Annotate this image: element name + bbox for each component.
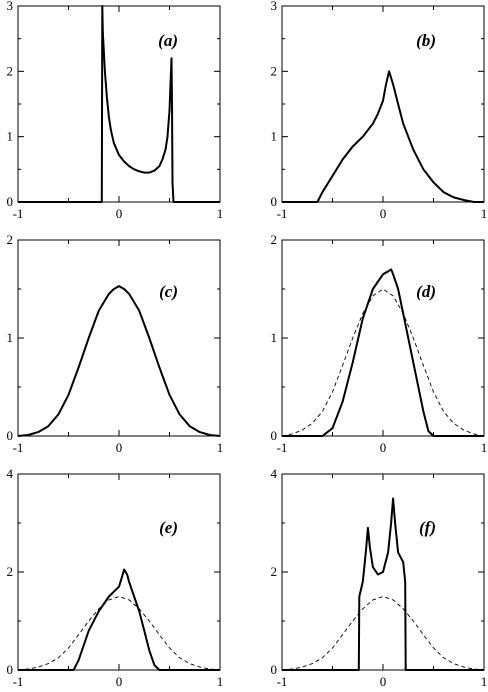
panel-e-frame	[17, 473, 221, 671]
panel-d-solid-curve	[282, 268, 484, 437]
panel-b-x-tick-label: 1	[481, 206, 488, 221]
panel-c-y-tick-label: 0	[7, 428, 14, 443]
panel-c-x-tick-label: 1	[217, 440, 224, 455]
panel-e-x-tick-label: 0	[116, 674, 123, 689]
panel-b-y-tick-label: 2	[271, 63, 278, 78]
panel-d-label: (d)	[416, 282, 436, 301]
panel-a-x-tick-label: 1	[217, 206, 224, 221]
panel-f-x-tick-label: -1	[277, 674, 288, 689]
panel-a-label: (a)	[158, 31, 178, 50]
panel-e-dashed-curve	[17, 596, 221, 671]
panel-e-solid-curve	[18, 568, 220, 671]
panel-e-y-tick-label: 4	[7, 466, 14, 481]
panel-e-x-tick-label: 1	[217, 674, 224, 689]
panel-a-x-tick-label: -1	[13, 206, 24, 221]
panel-a-y-tick-label: 0	[7, 194, 14, 209]
panel-f-y-tick-label: 4	[271, 466, 278, 481]
panel-c-x-tick-label: -1	[13, 440, 24, 455]
panel-d-y-tick-label: 0	[271, 428, 278, 443]
panel-e-y-tick-label: 2	[7, 564, 14, 579]
panel-b-y-tick-label: 1	[271, 129, 278, 144]
panel-e-y-tick-label: 0	[7, 662, 14, 677]
panel-b-label: (b)	[416, 31, 436, 50]
panel-b-solid-curve	[282, 70, 484, 203]
panel-b-y-tick-label: 3	[271, 0, 278, 13]
panel-a-solid-curve	[18, 5, 220, 203]
panel-c-x-tick-label: 0	[116, 440, 123, 455]
panel-f-y-tick-label: 2	[271, 564, 278, 579]
panel-e-label: (e)	[159, 518, 178, 537]
panel-d-y-tick-label: 2	[271, 232, 278, 247]
panel-c-solid-curve	[17, 285, 221, 437]
panel-f-x-tick-label: 0	[380, 674, 387, 689]
panel-a-frame	[17, 5, 221, 203]
panel-b-x-tick-label: 0	[380, 206, 387, 221]
panel-d-dashed-curve	[281, 288, 485, 437]
panel-a-y-tick-label: 2	[7, 63, 14, 78]
panel-f-y-tick-label: 0	[271, 662, 278, 677]
panel-a-y-tick-label: 1	[7, 129, 14, 144]
panel-f-x-tick-label: 1	[481, 674, 488, 689]
panel-f-label: (f)	[419, 518, 436, 537]
panel-c-frame	[17, 239, 221, 437]
panel-a-x-tick-label: 0	[116, 206, 123, 221]
panel-a-y-tick-label: 3	[7, 0, 14, 13]
panel-d-x-tick-label: 1	[481, 440, 488, 455]
panel-e-x-tick-label: -1	[13, 674, 24, 689]
panel-c-label: (c)	[159, 282, 178, 301]
panel-f-solid-curve	[282, 497, 484, 671]
panel-f-dashed-curve	[281, 596, 485, 671]
panel-b-x-tick-label: -1	[277, 206, 288, 221]
panel-b-y-tick-label: 0	[271, 194, 278, 209]
panel-b-frame	[281, 5, 485, 203]
panel-d-x-tick-label: 0	[380, 440, 387, 455]
panel-c-y-tick-label: 1	[7, 330, 14, 345]
panel-d-x-tick-label: -1	[277, 440, 288, 455]
panel-d-y-tick-label: 1	[271, 330, 278, 345]
panel-c-y-tick-label: 2	[7, 232, 14, 247]
panel-d-frame	[281, 239, 485, 437]
